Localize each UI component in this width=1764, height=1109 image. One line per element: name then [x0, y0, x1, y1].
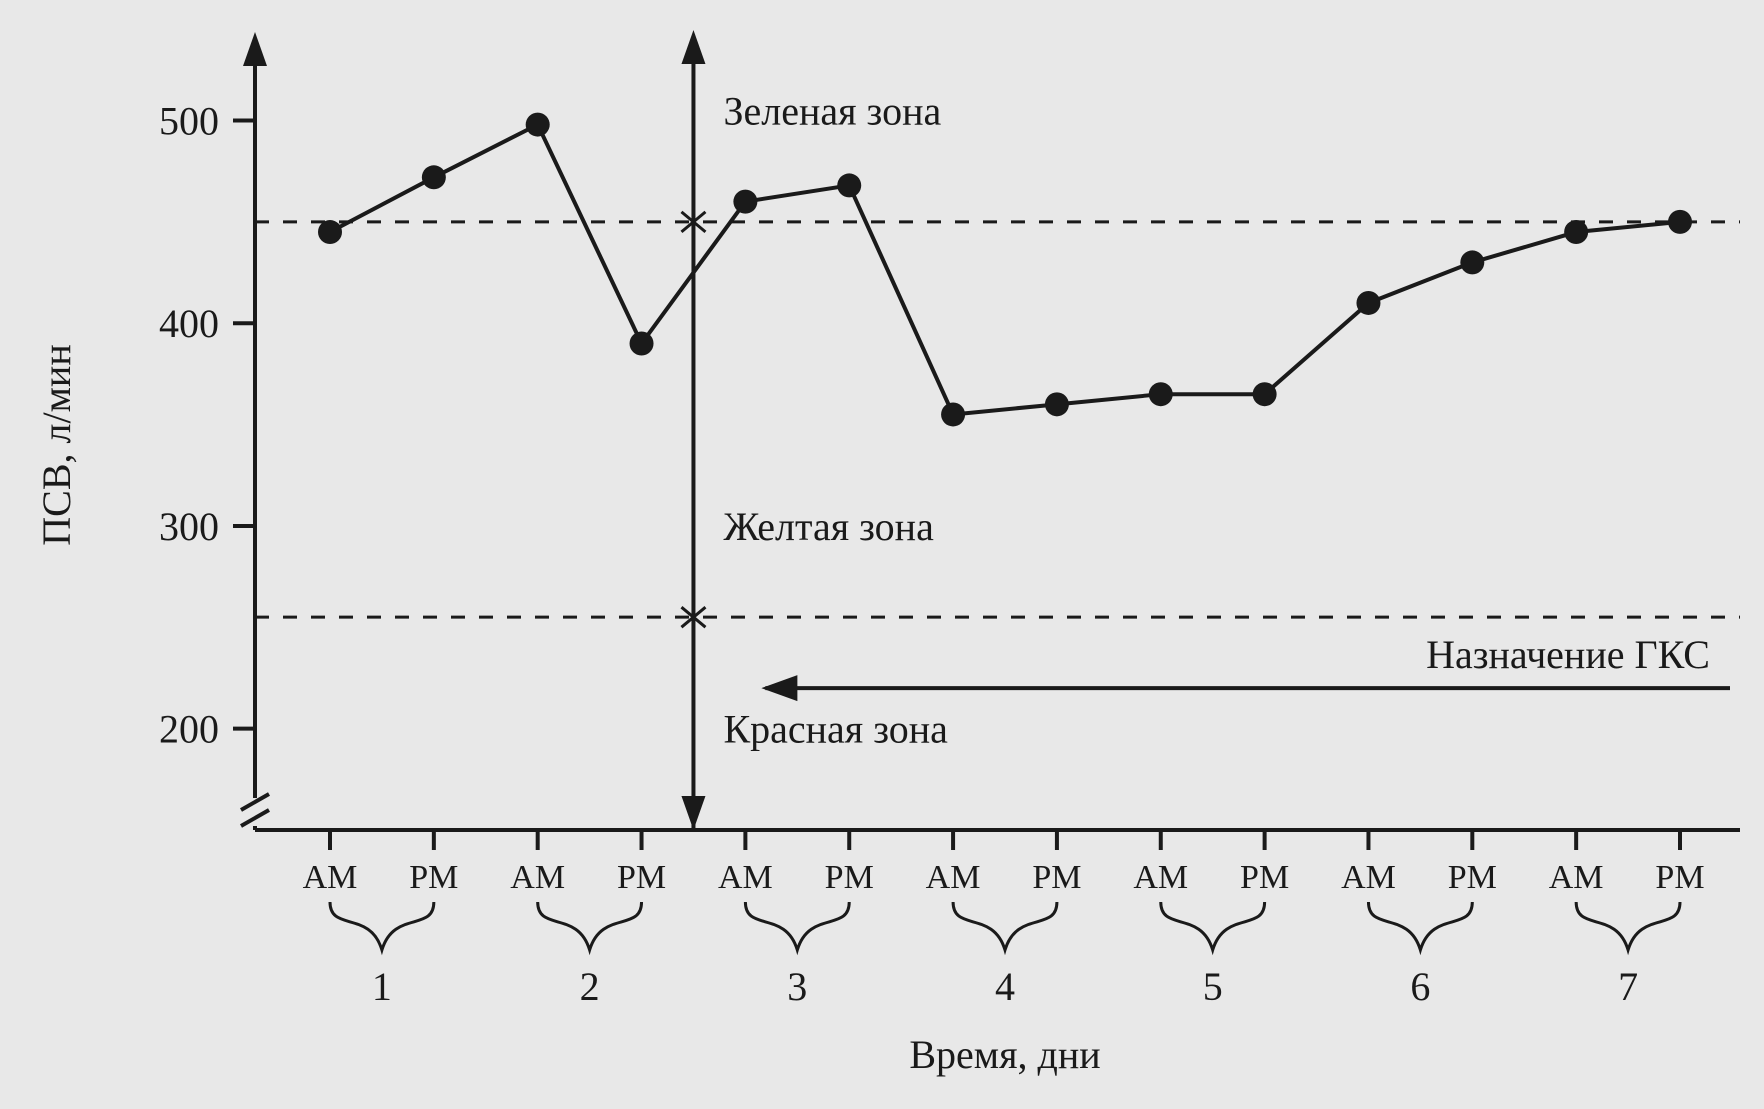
ytick-label: 200 [159, 707, 219, 752]
ytick-label: 300 [159, 504, 219, 549]
psv-data-point [1564, 220, 1588, 244]
xtick-sublabel: PM [825, 859, 874, 896]
psv-data-point [1149, 382, 1173, 406]
day-label: 4 [995, 964, 1015, 1009]
day-label: 2 [580, 964, 600, 1009]
psv-data-point [526, 113, 550, 137]
ytick-label: 500 [159, 99, 219, 144]
xtick-sublabel: AM [926, 859, 981, 896]
psv-data-point [422, 165, 446, 189]
xtick-sublabel: PM [1032, 859, 1081, 896]
psv-data-point [630, 332, 654, 356]
day-label: 3 [787, 964, 807, 1009]
xtick-sublabel: AM [1549, 859, 1604, 896]
psv-data-point [1356, 291, 1380, 315]
xtick-sublabel: AM [1133, 859, 1188, 896]
zone-red-label: Красная зона [723, 707, 948, 752]
xtick-sublabel: AM [1341, 859, 1396, 896]
xtick-sublabel: PM [1240, 859, 1289, 896]
treatment-annotation: Назначение ГКС [1426, 632, 1710, 677]
psv-chart: 200 300 400 500 ПСВ, л/мин AM PM AM PM AM PM AM PM AM… [0, 0, 1764, 1109]
xtick-sublabel: PM [1448, 859, 1497, 896]
day-label: 1 [372, 964, 392, 1009]
xtick-sublabel: AM [510, 859, 565, 896]
psv-data-point [318, 220, 342, 244]
xtick-sublabel: AM [303, 859, 358, 896]
psv-data-point [941, 402, 965, 426]
psv-data-point [733, 190, 757, 214]
psv-data-point [1460, 250, 1484, 274]
day-label: 5 [1203, 964, 1223, 1009]
xtick-sublabel: PM [409, 859, 458, 896]
zone-green-label: Зеленая зона [723, 88, 941, 133]
psv-data-point [1668, 210, 1692, 234]
ytick-label: 400 [159, 301, 219, 346]
x-axis-label: Время, дни [909, 1032, 1100, 1077]
psv-data-point [837, 173, 861, 197]
y-axis-label: ПСВ, л/мин [34, 344, 79, 545]
xtick-sublabel: PM [617, 859, 666, 896]
psv-data-point [1253, 382, 1277, 406]
day-label: 7 [1618, 964, 1638, 1009]
zone-yellow-label: Желтая зона [723, 504, 934, 549]
xtick-sublabel: AM [718, 859, 773, 896]
xtick-sublabel: PM [1655, 859, 1704, 896]
day-label: 6 [1410, 964, 1430, 1009]
psv-data-point [1045, 392, 1069, 416]
